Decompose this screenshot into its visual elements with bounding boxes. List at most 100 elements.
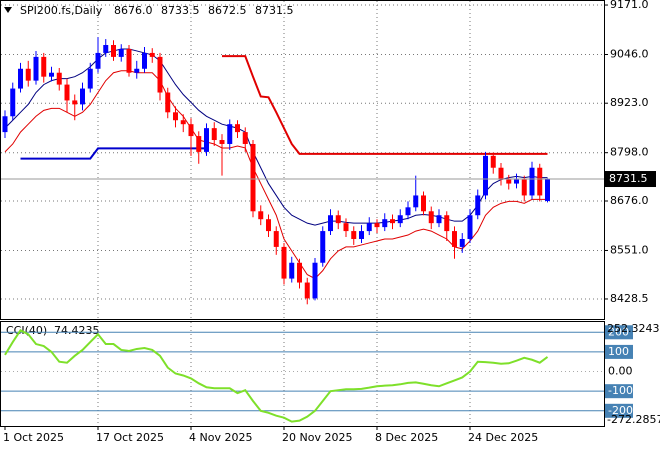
candle-body [173, 112, 178, 121]
candle-body [10, 88, 16, 117]
candle-body [366, 223, 372, 232]
x-tick-label: 17 Oct 2025 [96, 431, 164, 444]
title-value: 8731.5 [255, 4, 294, 17]
moving-average [4, 48, 548, 226]
candle-body [250, 143, 256, 212]
price-pane-frame [0, 0, 605, 320]
candle-body [2, 116, 8, 133]
candle-body [452, 231, 457, 247]
y-tick-label: 8676.0 [610, 194, 649, 207]
y-tick-label: 100 [608, 345, 629, 358]
candle-body [459, 238, 465, 247]
menu-triangle [4, 7, 12, 13]
candle-body [343, 223, 349, 232]
y-tick-label: 8551.0 [610, 243, 649, 256]
candle-body [304, 282, 310, 299]
x-tick-label: 4 Nov 2025 [189, 431, 252, 444]
cci-title: CCI(40) [6, 324, 47, 337]
y-tick-label: 8428.5 [610, 292, 649, 305]
candle-body [111, 45, 116, 57]
candle-body [281, 246, 287, 279]
candle-body [149, 52, 155, 57]
candle-body [188, 124, 194, 137]
candle-body [537, 167, 543, 196]
candle-body [320, 231, 326, 263]
candle-body [64, 84, 70, 101]
y-limit-label: 252.3243 [607, 322, 660, 335]
cci-line [4, 329, 549, 423]
candle-body [258, 211, 264, 220]
candle-body [25, 68, 31, 81]
x-tick-label: 1 Oct 2025 [3, 431, 64, 444]
candle-body [157, 56, 163, 93]
candle-body [335, 215, 341, 224]
candle-body [312, 262, 318, 299]
x-tick-label: 8 Dec 2025 [375, 431, 438, 444]
candle-body [273, 231, 279, 247]
candle-body [444, 215, 450, 232]
candle-body [87, 68, 93, 89]
candle-body [405, 207, 411, 216]
candle-body [506, 179, 512, 184]
candle-body [328, 215, 333, 232]
candle-body [514, 179, 519, 184]
candle-body [436, 215, 442, 224]
candle-body [196, 136, 202, 152]
candle-body [351, 231, 357, 239]
candle-body [95, 52, 101, 69]
candle-body [142, 52, 147, 69]
y-tick-label: -100 [608, 384, 633, 397]
candle-body [397, 215, 403, 224]
candle-body [103, 45, 109, 53]
candle-body [289, 262, 295, 279]
y-tick-label: -200 [608, 404, 633, 417]
candle-body [165, 92, 171, 113]
cci-pane-frame [0, 321, 605, 427]
y-tick-label: 8923.0 [610, 96, 649, 109]
x-tick-label: 24 Dec 2025 [468, 431, 538, 444]
candle-body [72, 100, 78, 105]
candle-body [374, 223, 380, 228]
stop-line [20, 147, 207, 160]
level-label-box [605, 384, 633, 399]
candle-body [18, 68, 23, 89]
candle-body [118, 48, 124, 57]
level-label-box [605, 403, 633, 418]
y-tick-label: 0.00 [608, 365, 633, 378]
stop-line [222, 55, 548, 155]
level-label-box [605, 344, 633, 359]
candle-body [41, 56, 47, 77]
candle-body [413, 195, 419, 208]
chart-title: SPI200.fs,Daily [20, 4, 103, 17]
candle-body [490, 155, 496, 168]
y-tick-label: 8798.0 [610, 146, 649, 159]
candle-body [421, 195, 426, 212]
candle-body [134, 68, 140, 73]
level-label-box [605, 325, 633, 340]
candle-body [211, 128, 217, 141]
candle-body [235, 124, 240, 133]
x-tick-label: 20 Nov 2025 [282, 431, 352, 444]
y-tick-label: 200 [608, 325, 629, 338]
y-limit-label: -272.2857 [607, 413, 660, 426]
candle-body [390, 219, 395, 224]
candle-body [204, 128, 209, 152]
candle-body [56, 72, 62, 85]
current-price-label: 8731.5 [609, 172, 648, 185]
title-value: 8733.5 [161, 4, 200, 17]
current-price-box [605, 171, 656, 188]
y-tick-label: 9171.0 [610, 0, 649, 11]
candle-body [180, 120, 186, 125]
y-tick-label: 9046.0 [610, 48, 649, 61]
candle-body [80, 88, 85, 105]
candle-body [475, 195, 481, 216]
title-value: 8672.5 [208, 4, 247, 17]
candle-body [266, 219, 271, 232]
candle-body [382, 219, 388, 228]
cci-value: 74.4235 [54, 324, 100, 337]
candle-body [359, 231, 364, 239]
candle-body [242, 132, 248, 144]
candle-body [297, 262, 302, 283]
candle-body [49, 72, 54, 77]
